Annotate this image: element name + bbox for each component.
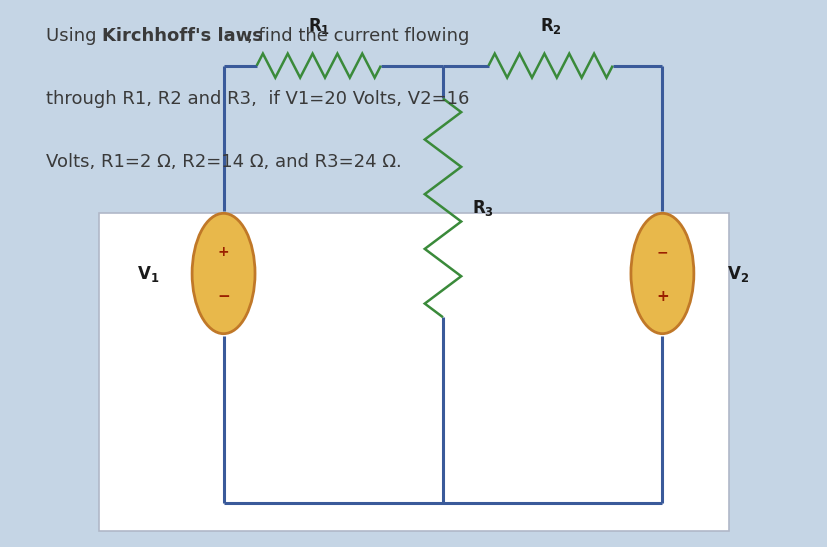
- Text: −: −: [656, 246, 667, 259]
- Text: +: +: [655, 289, 668, 304]
- Text: $\mathbf{R_3}$: $\mathbf{R_3}$: [471, 198, 494, 218]
- Text: Kirchhoff's laws: Kirchhoff's laws: [102, 27, 262, 45]
- Text: through R1, R2 and R3,  if V1=20 Volts, V2=16: through R1, R2 and R3, if V1=20 Volts, V…: [45, 90, 468, 108]
- Text: +: +: [218, 246, 229, 259]
- Text: , find the current flowing: , find the current flowing: [246, 27, 469, 45]
- Text: −: −: [217, 289, 230, 304]
- Text: $\mathbf{R_2}$: $\mathbf{R_2}$: [539, 15, 561, 36]
- Text: $\mathbf{R_1}$: $\mathbf{R_1}$: [308, 15, 329, 36]
- Text: $\mathbf{V_1}$: $\mathbf{V_1}$: [136, 264, 159, 283]
- Text: $\mathbf{V_2}$: $\mathbf{V_2}$: [726, 264, 748, 283]
- Ellipse shape: [630, 213, 693, 334]
- Ellipse shape: [192, 213, 255, 334]
- Text: Using: Using: [45, 27, 102, 45]
- Text: Volts, R1=2 Ω, R2=14 Ω, and R3=24 Ω.: Volts, R1=2 Ω, R2=14 Ω, and R3=24 Ω.: [45, 153, 401, 171]
- FancyBboxPatch shape: [99, 213, 728, 531]
